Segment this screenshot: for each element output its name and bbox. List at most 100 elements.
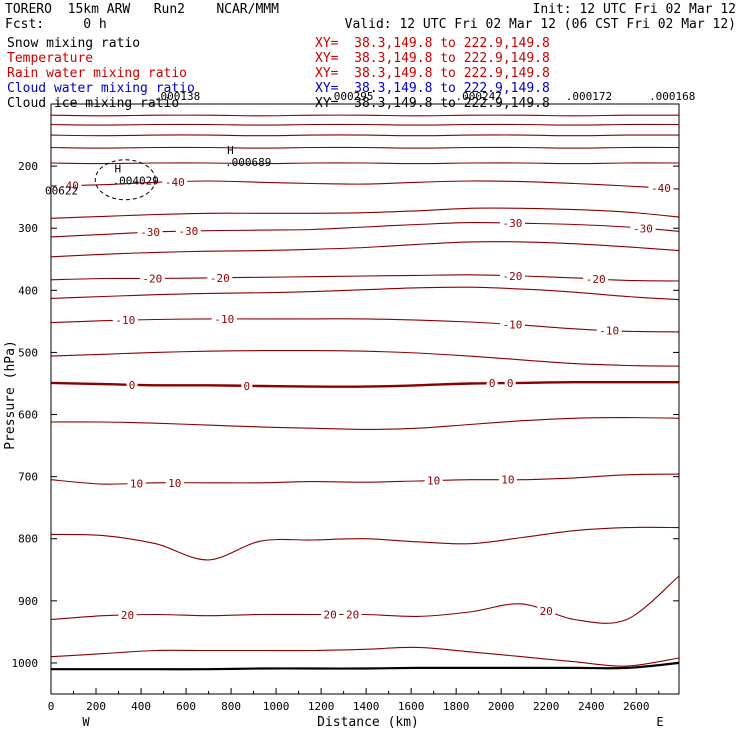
valid-time: Valid: 12 UTC Fri 02 Mar 12 (06 CST Fri … <box>344 17 736 32</box>
contour-label-bg <box>137 226 163 239</box>
x-tick-label: 2400 <box>578 700 605 713</box>
contour-label: 20 <box>346 609 359 622</box>
temperature-isotherm <box>50 207 680 219</box>
contour-label-bg <box>126 378 138 391</box>
y-tick-label: 300 <box>18 222 38 235</box>
x-tick-label: 1000 <box>263 700 290 713</box>
axes: 0 200 400 600 800 1000 1200 1400 1600 1800 2000 220… <box>12 160 679 729</box>
contour-label-bg <box>118 609 137 622</box>
field-name-cloud-ice: Cloud ice mixing ratio <box>7 96 180 111</box>
contour-label-bg <box>127 477 146 490</box>
field-name-cloud-water: Cloud water mixing ratio <box>7 81 195 96</box>
y-tick-label: 200 <box>18 160 38 173</box>
x-tick-label: 2600 <box>623 700 650 713</box>
contour-label: -20 <box>502 270 522 283</box>
contour-label-bg <box>630 222 656 235</box>
contour-label-bg <box>537 605 556 618</box>
temperature-isotherm <box>50 318 680 333</box>
contour-label: 10 <box>130 477 143 490</box>
contour-label: -20 <box>210 272 230 285</box>
contour-label: -30 <box>502 217 522 230</box>
contour-label: -20 <box>142 273 162 286</box>
contour-label: -30 <box>140 226 160 239</box>
y-tick-label: 700 <box>18 471 38 484</box>
temperature-isotherm <box>50 473 680 485</box>
temperature-isotherm <box>50 526 680 561</box>
contour-label-bg <box>343 608 362 621</box>
x-tick-label: 0 <box>48 700 55 713</box>
temperature-isotherm <box>50 180 680 190</box>
temperature-isotherm <box>50 241 680 258</box>
contour-label-bg <box>56 179 82 192</box>
contour-label-bg <box>504 376 516 389</box>
contour-label: -20 <box>586 273 606 286</box>
x-axis-label: Distance (km) <box>317 715 419 730</box>
contour-label: -30 <box>633 222 653 235</box>
y-tick-label: 1000 <box>12 657 39 670</box>
contour-label-bg <box>112 314 138 327</box>
x-tick-label: 1600 <box>398 700 425 713</box>
contour-label: 20 <box>121 609 134 622</box>
x-tick-label: 800 <box>221 700 241 713</box>
contour-label-bg <box>241 379 253 392</box>
contour-label-bg <box>162 175 188 188</box>
temperature-isotherm <box>50 646 680 667</box>
field-name-temperature: Temperature <box>7 51 94 66</box>
field-name-rain: Rain water mixing ratio <box>7 66 188 81</box>
model-header: TORERO 15km ARW Run2 NCAR/MMM <box>5 2 279 17</box>
contour-label-bg <box>207 271 233 284</box>
x-tick-label: 2200 <box>533 700 560 713</box>
field-xy-rain: XY= 38.3,149.8 to 222.9,149.8 <box>315 66 550 81</box>
top-value-label: .000168 <box>649 90 695 103</box>
upper-isotherm <box>50 123 680 126</box>
contour-label: 20 <box>540 605 553 618</box>
contour-label: -10 <box>214 313 234 326</box>
y-tick-label: 800 <box>18 533 38 546</box>
contour-label: -10 <box>115 314 135 327</box>
contour-label-bg <box>648 182 674 195</box>
contour-label: 0 <box>489 377 496 390</box>
contour-label-bg <box>583 272 609 285</box>
contour-label-bg <box>499 269 525 282</box>
contour-label: -40 <box>651 182 671 195</box>
contour-label: -40 <box>59 180 79 193</box>
y-tick-label: 500 <box>18 346 38 359</box>
contour-label-bg <box>486 377 498 390</box>
contour-label: 0 <box>507 377 514 390</box>
x-tick-label: 1800 <box>443 700 470 713</box>
contour-label: -30 <box>178 225 198 238</box>
temperature-contours: -40 -40 -40 -30 -30 -30 -30 -20 -20 -20 -20 -10 -10 -… <box>50 114 680 671</box>
forecast-hour: Fcst: 0 h <box>5 17 107 32</box>
contour-label: -40 <box>165 176 185 189</box>
init-time: Init: 12 UTC Fri 02 Mar 12 <box>532 2 737 17</box>
x-end-label-east: E <box>656 715 663 729</box>
contour-label: 20 <box>323 609 336 622</box>
cloud-ice-max-value: .000689 <box>225 156 271 169</box>
temperature-isotherm <box>50 380 679 388</box>
surface-line <box>50 661 680 671</box>
x-end-label-west: W <box>82 715 90 729</box>
temperature-isotherm <box>50 349 680 367</box>
contour-label: 10 <box>501 474 514 487</box>
field-xy-snow: XY= 38.3,149.8 to 222.9,149.8 <box>315 36 550 51</box>
top-value-label: .000138 <box>154 90 200 103</box>
contour-label: -10 <box>502 319 522 332</box>
x-tick-label: 600 <box>176 700 196 713</box>
contour-label-bg <box>424 474 443 487</box>
top-value-label: .000172 <box>566 90 612 103</box>
contour-label: 10 <box>427 475 440 488</box>
y-axis-label: Pressure (hPa) <box>3 340 18 450</box>
field-name-snow: Snow mixing ratio <box>7 36 141 51</box>
contour-label: -10 <box>599 324 619 337</box>
top-value-label: .000247 <box>455 90 501 103</box>
x-tick-label: 200 <box>86 700 106 713</box>
y-tick-label: 400 <box>18 284 38 297</box>
temperature-isotherm <box>50 417 680 430</box>
contour-label-bg <box>498 473 517 486</box>
contour-label-bg <box>596 324 622 337</box>
contour-label: 10 <box>168 477 181 490</box>
x-tick-label: 400 <box>131 700 151 713</box>
upper-isotherm <box>50 114 680 117</box>
cloud-ice-max-value: 00622 <box>45 184 78 197</box>
